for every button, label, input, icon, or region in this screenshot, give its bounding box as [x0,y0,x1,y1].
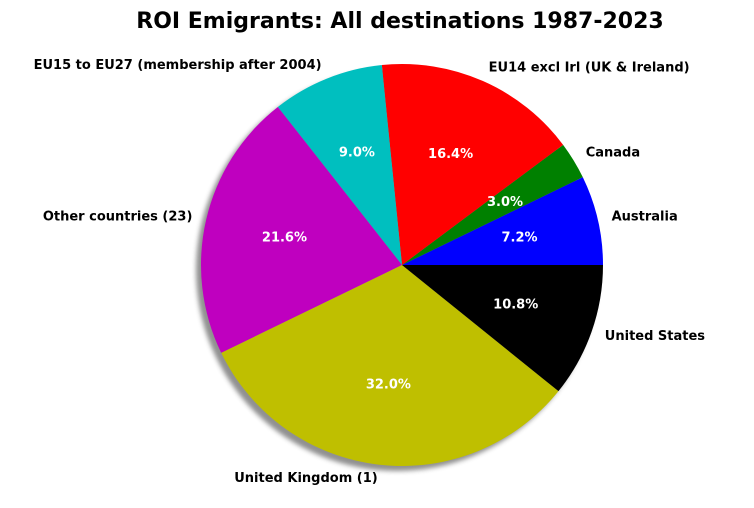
pct-label-united-kingdom-1: 32.0% [366,377,411,392]
pct-label-eu15-to-eu27-membership-after-2004: 9.0% [339,146,375,161]
category-label-united-kingdom-1: United Kingdom (1) [234,471,377,486]
pie-slice-canada [402,144,583,265]
pie-slice-other-countries-23 [200,106,402,353]
category-label-australia: Australia [612,209,678,224]
pie-slice-australia [402,177,603,265]
category-label-eu14-excl-irl-uk-ireland: EU14 excl Irl (UK & Ireland) [489,61,690,76]
category-label-united-states: United States [605,329,706,344]
pct-label-canada: 3.0% [487,195,523,210]
pct-label-other-countries-23: 21.6% [262,230,307,245]
pie-slices [200,64,603,466]
category-label-other-countries-23: Other countries (23) [43,209,193,224]
pie-slice-eu15-to-eu27-membership-after-2004 [277,65,402,265]
pie-slice-eu14-excl-irl-uk-ireland [381,64,564,265]
pie-slice-united-states [402,265,603,392]
chart-title: ROI Emigrants: All destinations 1987-202… [136,9,663,34]
pct-label-united-states: 10.8% [493,298,538,313]
category-label-canada: Canada [586,146,640,161]
pct-label-australia: 7.2% [501,230,537,245]
category-label-eu15-to-eu27-membership-after-2004: EU15 to EU27 (membership after 2004) [34,58,322,73]
pie-slice-united-kingdom-1 [221,265,559,466]
pie-labels: 7.2% Australia 3.0% Canada 16.4% EU14 excl Ir… [34,58,706,486]
pct-label-eu14-excl-irl-uk-ireland: 16.4% [428,147,473,162]
